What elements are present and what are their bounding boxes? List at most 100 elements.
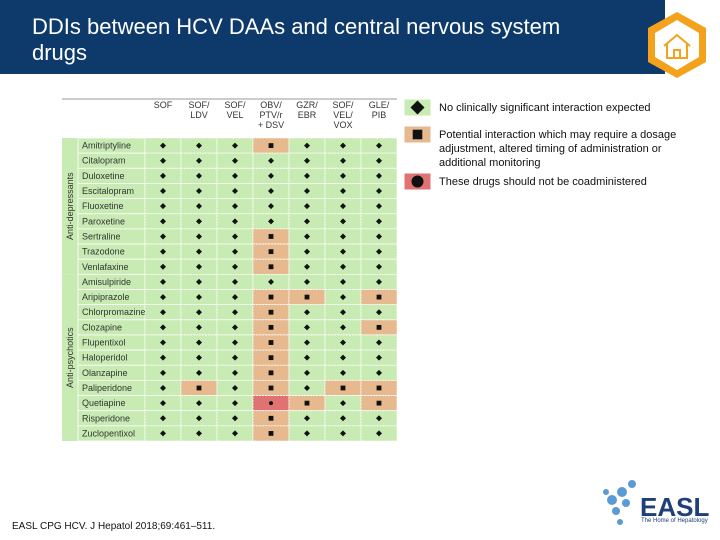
- tagline: The Home of Hepatology: [641, 518, 708, 524]
- no-interaction-symbol: [196, 188, 202, 195]
- column-header: VEL/: [333, 110, 353, 120]
- column-header: OBV/: [260, 100, 282, 110]
- group-cell: [62, 274, 78, 441]
- no-interaction-symbol: [376, 263, 382, 270]
- no-interaction-symbol: [340, 400, 346, 407]
- no-interaction-symbol: [160, 309, 166, 316]
- no-interaction-symbol: [340, 142, 346, 149]
- drug-name: Quetiapine: [82, 398, 126, 408]
- easl-dots: [603, 480, 636, 525]
- no-interaction-symbol: [340, 263, 346, 270]
- column-header: GLE/: [369, 100, 390, 110]
- no-interaction-symbol: [304, 309, 310, 316]
- no-interaction-symbol: [304, 278, 310, 285]
- no-interaction-symbol: [196, 142, 202, 149]
- slide-title: DDIs between HCV DAAs and central nervou…: [32, 14, 561, 65]
- potential-interaction-symbol: [196, 385, 202, 391]
- no-interaction-symbol: [304, 339, 310, 346]
- no-interaction-symbol: [376, 430, 382, 437]
- drug-name: Paroxetine: [82, 216, 125, 226]
- no-interaction-symbol: [232, 188, 238, 195]
- legend-text: These drugs should not be coadministered: [439, 176, 647, 188]
- no-interaction-symbol: [160, 369, 166, 376]
- no-interaction-symbol: [160, 203, 166, 210]
- no-interaction-symbol: [196, 430, 202, 437]
- title-banner: [0, 0, 665, 74]
- no-interaction-symbol: [304, 188, 310, 195]
- no-interaction-symbol: [160, 278, 166, 285]
- no-interaction-symbol: [196, 233, 202, 240]
- no-interaction-symbol: [304, 415, 310, 422]
- drug-name: Risperidone: [82, 413, 130, 423]
- no-interaction-symbol: [304, 218, 310, 225]
- no-interaction-symbol: [232, 203, 238, 210]
- no-interaction-symbol: [340, 430, 346, 437]
- no-interaction-symbol: [232, 339, 238, 346]
- no-interaction-symbol: [304, 233, 310, 240]
- no-interaction-symbol: [304, 384, 310, 391]
- no-interaction-symbol: [232, 278, 238, 285]
- no-interaction-symbol: [340, 157, 346, 164]
- no-interaction-symbol: [196, 157, 202, 164]
- no-interaction-symbol: [376, 203, 382, 210]
- citation: EASL CPG HCV. J Hepatol 2018;69:461–511.: [12, 521, 216, 532]
- no-interaction-symbol: [304, 157, 310, 164]
- group-cell: [62, 138, 78, 275]
- no-interaction-symbol: [160, 384, 166, 391]
- potential-interaction-symbol: [376, 385, 382, 391]
- column-header: SOF: [154, 100, 173, 110]
- no-interaction-symbol: [268, 188, 274, 195]
- no-interaction-symbol: [232, 294, 238, 301]
- column-header: PIB: [372, 110, 387, 120]
- column-header: VEL: [226, 110, 243, 120]
- no-interaction-symbol: [160, 188, 166, 195]
- potential-interaction-symbol: [376, 400, 382, 406]
- legend-text: Potential interaction which may require …: [439, 129, 677, 169]
- no-interaction-symbol: [340, 172, 346, 179]
- no-interaction-symbol: [160, 430, 166, 437]
- no-interaction-symbol: [160, 339, 166, 346]
- potential-interaction-symbol: [376, 294, 382, 300]
- no-interaction-symbol: [376, 369, 382, 376]
- no-interaction-symbol: [304, 430, 310, 437]
- no-interaction-symbol: [268, 157, 274, 164]
- no-interaction-symbol: [196, 415, 202, 422]
- potential-interaction-symbol: [268, 431, 274, 436]
- no-interaction-symbol: [196, 218, 202, 225]
- no-interaction-symbol: [232, 142, 238, 149]
- no-interaction-symbol: [268, 278, 274, 285]
- no-interaction-symbol: [232, 172, 238, 179]
- no-interaction-symbol: [232, 248, 238, 255]
- drug-name: Escitalopram: [82, 186, 134, 196]
- no-interaction-symbol: [376, 354, 382, 361]
- no-interaction-symbol: [232, 369, 238, 376]
- no-interaction-symbol: [376, 142, 382, 149]
- no-interaction-symbol: [410, 100, 425, 115]
- drug-name: Haloperidol: [82, 353, 128, 363]
- potential-interaction-symbol: [268, 370, 274, 376]
- potential-interaction-symbol: [268, 415, 274, 421]
- no-interaction-symbol: [232, 263, 238, 270]
- potential-interaction-symbol: [268, 385, 274, 391]
- no-interaction-symbol: [232, 233, 238, 240]
- no-interaction-symbol: [196, 203, 202, 210]
- logo: EASL: [640, 492, 710, 522]
- no-interaction-symbol: [160, 400, 166, 407]
- no-interaction-symbol: [232, 415, 238, 422]
- no-interaction-symbol: [304, 354, 310, 361]
- potential-interaction-symbol: [304, 294, 310, 300]
- column-header: PTV/r: [259, 110, 282, 120]
- drug-name: Venlafaxine: [82, 262, 129, 272]
- no-interaction-symbol: [232, 430, 238, 437]
- no-interaction-symbol: [160, 233, 166, 240]
- no-interaction-symbol: [340, 369, 346, 376]
- no-interaction-symbol: [232, 400, 238, 407]
- no-interaction-symbol: [268, 203, 274, 210]
- column-header: VOX: [333, 120, 352, 130]
- no-interaction-symbol: [160, 294, 166, 301]
- potential-interaction-symbol: [268, 324, 274, 330]
- no-interaction-symbol: [160, 218, 166, 225]
- no-interaction-symbol: [376, 278, 382, 285]
- potential-interaction-symbol: [268, 355, 274, 361]
